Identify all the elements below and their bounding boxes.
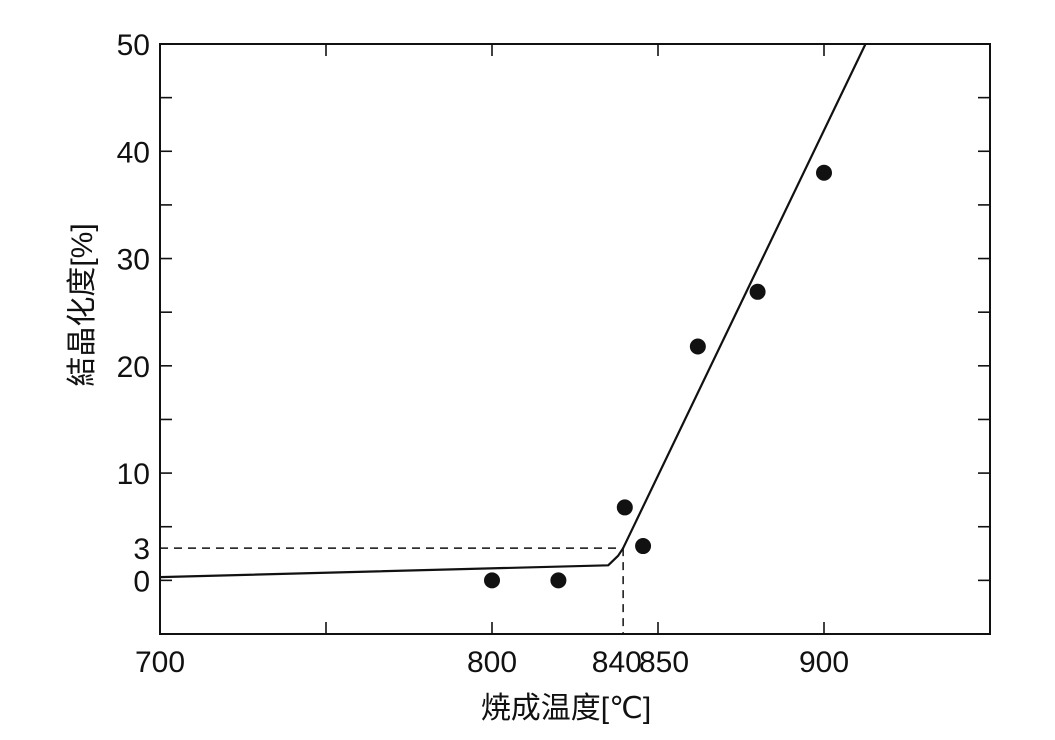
y-tick-label: 40 xyxy=(117,136,150,169)
x-axis-title: 焼成温度[℃] xyxy=(481,692,651,725)
y-tick-label: 50 xyxy=(117,29,150,62)
data-point xyxy=(635,538,651,554)
data-point xyxy=(816,165,832,181)
data-point xyxy=(617,499,633,515)
y-tick-label: 30 xyxy=(117,244,150,277)
x-tick-labels: 700 800 840850 900 xyxy=(135,646,849,679)
data-point xyxy=(550,572,566,588)
x-tick-label: 700 xyxy=(135,646,185,679)
y-tick-labels: 03 10 20 30 40 50 xyxy=(117,29,150,598)
plot-border xyxy=(160,44,990,634)
data-point xyxy=(750,284,766,300)
fit-line-group xyxy=(160,44,866,577)
axis-ticks xyxy=(160,44,990,634)
fit-line xyxy=(160,44,866,577)
y-tick-label: 20 xyxy=(117,351,150,384)
y-tick-label: 3 xyxy=(133,533,150,566)
plot-frame xyxy=(160,44,990,634)
y-tick-label: 0 xyxy=(133,565,150,598)
data-point xyxy=(484,572,500,588)
x-tick-label: 850 xyxy=(639,646,689,679)
x-tick-label: 840 xyxy=(592,646,642,679)
y-tick-label: 10 xyxy=(117,458,150,491)
data-points xyxy=(484,165,832,589)
data-point xyxy=(690,339,706,355)
y-axis-title: 結晶化度[%] xyxy=(66,223,99,386)
reference-lines xyxy=(160,548,623,634)
x-tick-label: 800 xyxy=(467,646,517,679)
x-tick-label: 900 xyxy=(799,646,849,679)
